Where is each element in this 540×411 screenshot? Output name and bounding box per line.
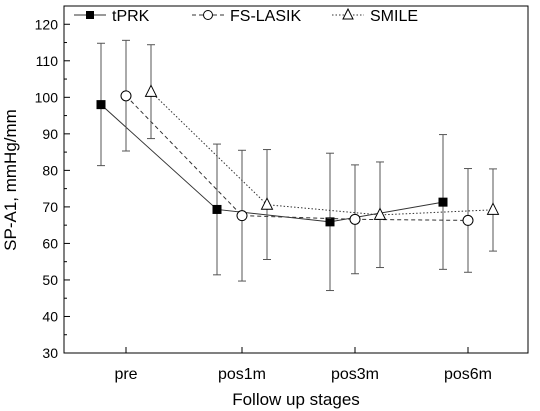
- data-point: [349, 213, 361, 225]
- data-point: [236, 210, 248, 222]
- y-axis-label: SP-A1, mmHg/mm: [1, 109, 20, 251]
- y-tick-label: 100: [35, 89, 59, 105]
- data-point: [260, 197, 274, 210]
- series-line: [100, 104, 444, 223]
- data-point: [486, 202, 500, 215]
- legend-label: SMILE: [370, 8, 418, 25]
- legend-item: SMILE: [332, 7, 418, 25]
- data-point: [462, 214, 474, 226]
- x-axis-label: Follow up stages: [232, 390, 360, 409]
- y-axis: 30 40 50 60 70 80 90 100 110 120: [35, 16, 70, 361]
- legend-label: FS-LASIK: [230, 8, 301, 25]
- data-point: [120, 90, 132, 102]
- x-axis: pre pos1m pos3m pos6m: [114, 347, 492, 383]
- x-tick-label: pos1m: [218, 366, 266, 383]
- y-tick-label: 60: [42, 235, 58, 251]
- legend-label: tPRK: [112, 8, 150, 25]
- y-tick-label: 110: [36, 53, 59, 69]
- plot-area: [63, 5, 529, 354]
- data-point: [96, 100, 106, 110]
- series-line: [125, 95, 469, 221]
- y-tick-label: 70: [42, 199, 58, 215]
- y-tick-label: 80: [42, 162, 58, 178]
- series-smile: [144, 44, 500, 269]
- y-tick-label: 120: [35, 16, 59, 32]
- data-point: [373, 207, 387, 220]
- legend-marker: [203, 10, 213, 20]
- y-tick-label: 30: [42, 345, 58, 361]
- data-point: [325, 217, 335, 227]
- y-tick-label: 40: [42, 308, 58, 324]
- series-layer: [96, 39, 500, 292]
- y-tick-label: 90: [42, 126, 58, 142]
- x-tick-label: pos3m: [331, 366, 379, 383]
- legend-marker: [342, 7, 354, 20]
- series-line: [150, 91, 494, 216]
- x-tick-label: pre: [114, 366, 137, 383]
- legend: tPRK FS-LASIK SMILE: [74, 7, 418, 25]
- series-fs-lasik: [120, 39, 474, 282]
- data-point: [212, 204, 222, 214]
- data-point: [144, 84, 158, 97]
- legend-item: FS-LASIK: [192, 8, 301, 25]
- y-tick-label: 50: [42, 272, 58, 288]
- series-tprk: [96, 42, 448, 292]
- data-point: [438, 197, 448, 207]
- legend-item: tPRK: [74, 8, 150, 25]
- legend-marker: [86, 11, 94, 19]
- x-tick-label: pos6m: [444, 366, 492, 383]
